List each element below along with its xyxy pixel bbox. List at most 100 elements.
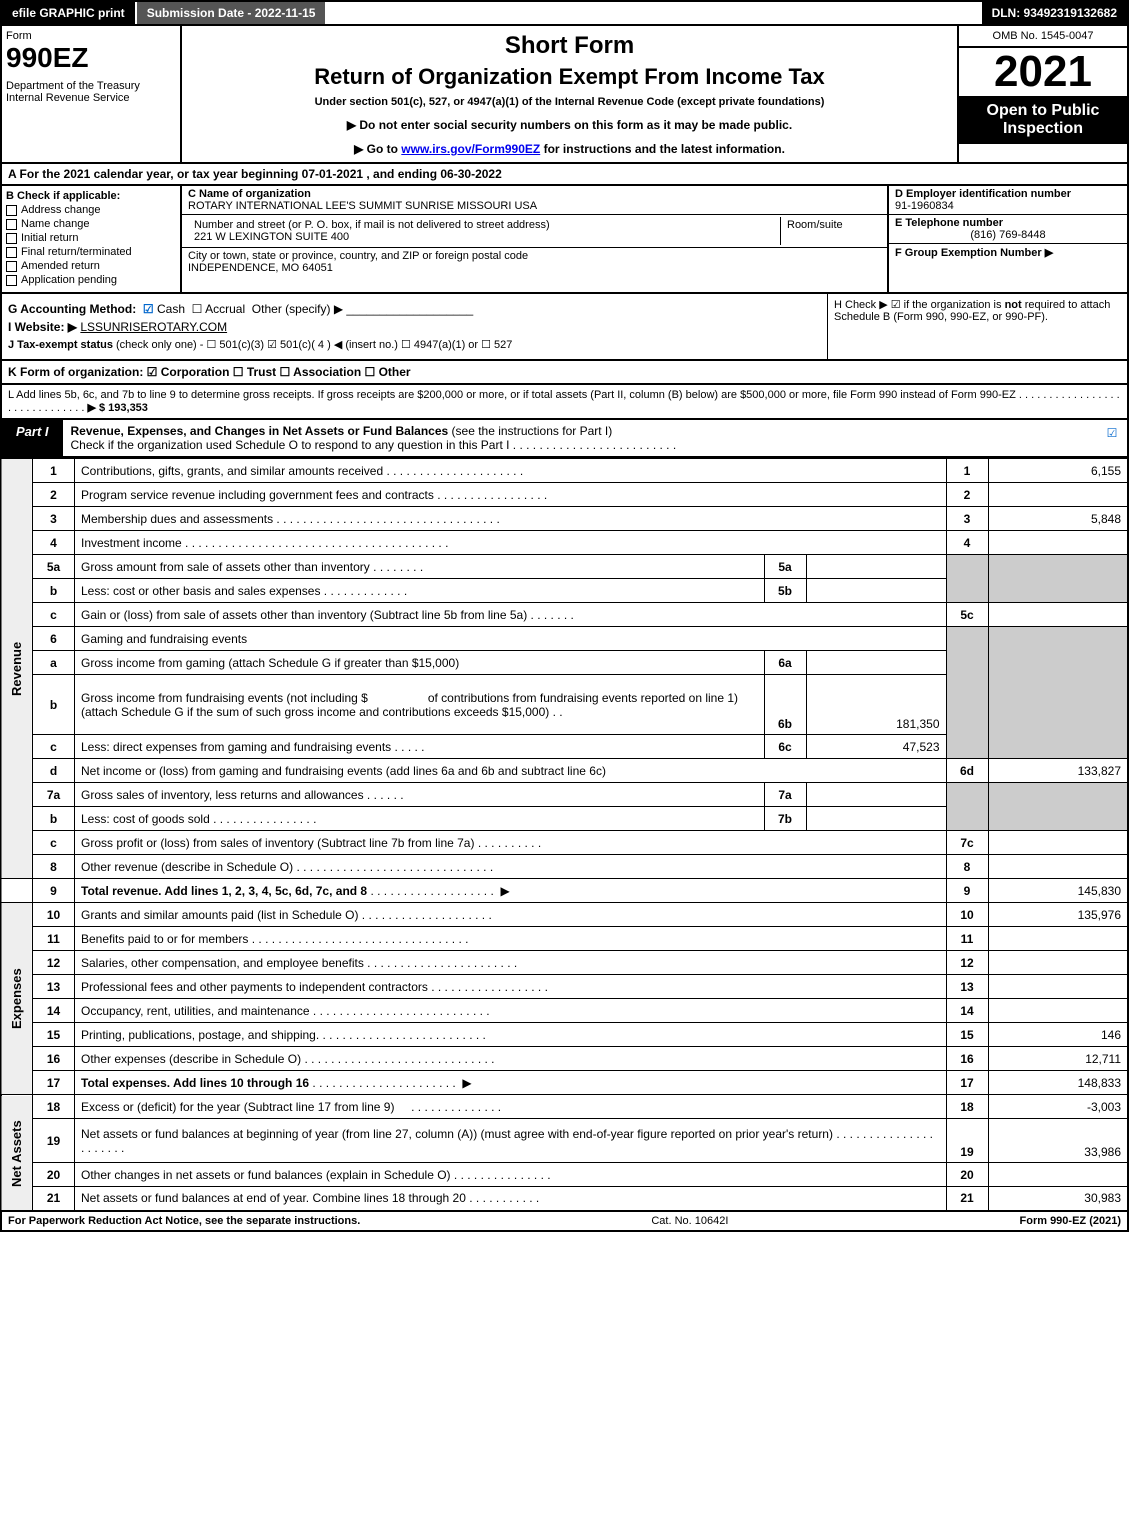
- check-address-change-label: Address change: [21, 204, 101, 216]
- header-right: OMB No. 1545-0047 2021 Open to Public In…: [957, 26, 1127, 162]
- line-5a-sub: 5a: [764, 555, 806, 579]
- omb-number: OMB No. 1545-0047: [959, 26, 1127, 48]
- line-7c-desc: Gross profit or (loss) from sales of inv…: [75, 831, 947, 855]
- section-bcd: B Check if applicable: Address change Na…: [0, 186, 1129, 294]
- line-9-rnum: 9: [946, 879, 988, 903]
- phone-value: (816) 769-8448: [895, 229, 1121, 241]
- section-b: B Check if applicable: Address change Na…: [2, 186, 182, 292]
- submission-date-button[interactable]: Submission Date - 2022-11-15: [137, 2, 328, 24]
- line-6abc-grey: [946, 627, 988, 759]
- expenses-side-label: Expenses: [1, 903, 33, 1095]
- check-final-return[interactable]: Final return/terminated: [6, 246, 176, 258]
- tax-year: 2021: [959, 48, 1127, 96]
- line-1-num: 1: [33, 459, 75, 483]
- section-ghij: G Accounting Method: ☑ Cash ☐ Accrual Ot…: [0, 294, 1129, 361]
- row-a-tax-year: A For the 2021 calendar year, or tax yea…: [0, 164, 1129, 186]
- line-6a-num: a: [33, 651, 75, 675]
- line-6a-subval: [806, 651, 946, 675]
- line-11-val: [988, 927, 1128, 951]
- check-final-return-label: Final return/terminated: [21, 246, 132, 258]
- cash-check-icon: ☑: [143, 302, 154, 316]
- line-5a-subval: [806, 555, 946, 579]
- line-21-desc: Net assets or fund balances at end of ye…: [75, 1187, 947, 1211]
- top-bar: efile GRAPHIC print Submission Date - 20…: [0, 0, 1129, 26]
- check-address-change[interactable]: Address change: [6, 204, 176, 216]
- line-18-num: 18: [33, 1095, 75, 1119]
- line-20-desc: Other changes in net assets or fund bala…: [75, 1163, 947, 1187]
- form-label: Form: [6, 30, 176, 42]
- line-7a-sub: 7a: [764, 783, 806, 807]
- line-5ab-grey-val: [988, 555, 1128, 603]
- line-7a-num: 7a: [33, 783, 75, 807]
- g-cash: Cash: [157, 302, 185, 316]
- check-name-change[interactable]: Name change: [6, 218, 176, 230]
- check-amended-return[interactable]: Amended return: [6, 260, 176, 272]
- part-i-checkbox[interactable]: ☑: [1097, 420, 1127, 456]
- org-name-label: C Name of organization: [188, 188, 311, 200]
- section-d: D Employer identification number 91-1960…: [887, 186, 1127, 292]
- line-7b-desc: Less: cost of goods sold . . . . . . . .…: [75, 807, 765, 831]
- part-i-title-note: (see the instructions for Part I): [448, 424, 612, 438]
- header-center: Short Form Return of Organization Exempt…: [182, 26, 957, 162]
- footer-left: For Paperwork Reduction Act Notice, see …: [8, 1215, 360, 1227]
- line-7c-val: [988, 831, 1128, 855]
- open-public-badge: Open to Public Inspection: [959, 96, 1127, 144]
- line-6b-desc: Gross income from fundraising events (no…: [75, 675, 765, 735]
- line-6c-desc: Less: direct expenses from gaming and fu…: [75, 735, 765, 759]
- line-15-val: 146: [988, 1023, 1128, 1047]
- section-b-header: B Check if applicable:: [6, 190, 176, 202]
- line-14-desc: Occupancy, rent, utilities, and maintena…: [75, 999, 947, 1023]
- line-20-val: [988, 1163, 1128, 1187]
- line-5b-sub: 5b: [764, 579, 806, 603]
- line-6c-sub: 6c: [764, 735, 806, 759]
- ssn-warning: ▶ Do not enter social security numbers o…: [188, 118, 951, 132]
- header-left: Form 990EZ Department of the Treasury In…: [2, 26, 182, 162]
- check-initial-return-label: Initial return: [21, 232, 78, 244]
- line-17-num: 17: [33, 1071, 75, 1095]
- line-6-num: 6: [33, 627, 75, 651]
- line-6a-sub: 6a: [764, 651, 806, 675]
- g-accrual: Accrual: [205, 302, 245, 316]
- net-assets-side-label: Net Assets: [1, 1095, 33, 1211]
- line-5c-desc: Gain or (loss) from sale of assets other…: [75, 603, 947, 627]
- line-5c-rnum: 5c: [946, 603, 988, 627]
- line-7a-desc: Gross sales of inventory, less returns a…: [75, 783, 765, 807]
- goto-prefix: ▶ Go to: [354, 142, 401, 156]
- line-6d-val: 133,827: [988, 759, 1128, 783]
- line-6d-rnum: 6d: [946, 759, 988, 783]
- city-value: INDEPENDENCE, MO 64051: [188, 262, 333, 274]
- line-2-rnum: 2: [946, 483, 988, 507]
- line-7c-num: c: [33, 831, 75, 855]
- line-5b-desc: Less: cost or other basis and sales expe…: [75, 579, 765, 603]
- g-other: Other (specify) ▶: [252, 302, 343, 316]
- line-9-val: 145,830: [988, 879, 1128, 903]
- revenue-side-blank: [1, 879, 33, 903]
- line-6d-num: d: [33, 759, 75, 783]
- check-application-pending[interactable]: Application pending: [6, 274, 176, 286]
- form-number: 990EZ: [6, 42, 176, 74]
- line-6-desc: Gaming and fundraising events: [75, 627, 947, 651]
- line-14-num: 14: [33, 999, 75, 1023]
- line-11-num: 11: [33, 927, 75, 951]
- topbar-spacer: [327, 2, 981, 24]
- line-5c-num: c: [33, 603, 75, 627]
- line-18-desc: Excess or (deficit) for the year (Subtra…: [75, 1095, 947, 1119]
- address-label: Number and street (or P. O. box, if mail…: [194, 219, 550, 231]
- line-7b-num: b: [33, 807, 75, 831]
- line-15-rnum: 15: [946, 1023, 988, 1047]
- line-5ab-grey: [946, 555, 988, 603]
- city-block: City or town, state or province, country…: [182, 248, 887, 276]
- part-i-title: Revenue, Expenses, and Changes in Net As…: [71, 424, 449, 438]
- irs-link[interactable]: www.irs.gov/Form990EZ: [401, 142, 540, 156]
- dept-label: Department of the Treasury Internal Reve…: [6, 80, 176, 104]
- goto-line: ▶ Go to www.irs.gov/Form990EZ for instru…: [188, 142, 951, 156]
- form-header: Form 990EZ Department of the Treasury In…: [0, 26, 1129, 164]
- efile-print-button[interactable]: efile GRAPHIC print: [2, 2, 137, 24]
- line-1-desc: Contributions, gifts, grants, and simila…: [75, 459, 947, 483]
- check-initial-return[interactable]: Initial return: [6, 232, 176, 244]
- org-name-block: C Name of organization ROTARY INTERNATIO…: [182, 186, 887, 215]
- j-label: J Tax-exempt status: [8, 339, 113, 351]
- line-17-rnum: 17: [946, 1071, 988, 1095]
- line-6b-subval: 181,350: [806, 675, 946, 735]
- goto-suffix: for instructions and the latest informat…: [540, 142, 785, 156]
